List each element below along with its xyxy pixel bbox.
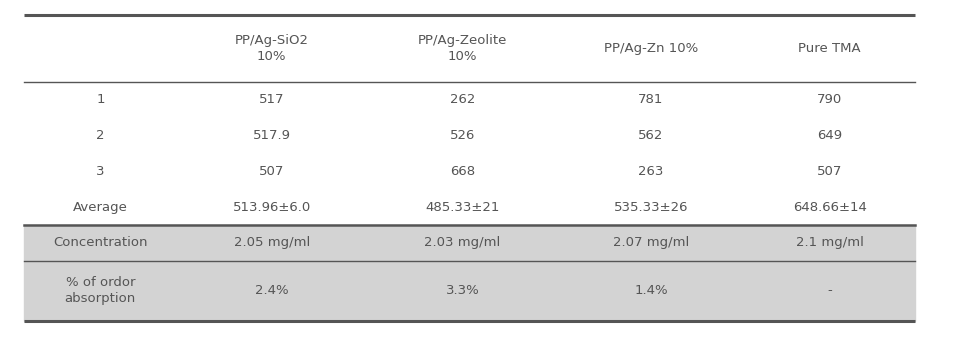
Text: 535.33±26: 535.33±26 [613,201,688,214]
Text: 2.4%: 2.4% [254,284,289,297]
Text: 648.66±14: 648.66±14 [792,201,866,214]
Text: -: - [826,284,831,297]
Text: 649: 649 [817,129,841,142]
Text: 790: 790 [817,93,841,106]
Text: 562: 562 [638,129,663,142]
Text: 485.33±21: 485.33±21 [425,201,499,214]
Text: 3.3%: 3.3% [445,284,479,297]
Text: PP/Ag-SiO2
10%: PP/Ag-SiO2 10% [235,34,308,63]
Text: 517: 517 [258,93,285,106]
Text: 1: 1 [96,93,105,106]
Text: 2.1 mg/ml: 2.1 mg/ml [795,236,863,250]
Text: 2: 2 [96,129,105,142]
Text: 513.96±6.0: 513.96±6.0 [233,201,310,214]
Text: PP/Ag-Zn 10%: PP/Ag-Zn 10% [603,42,697,55]
Text: 2.07 mg/ml: 2.07 mg/ml [612,236,689,250]
Text: 3: 3 [96,165,105,178]
Text: Pure TMA: Pure TMA [798,42,860,55]
Text: Average: Average [72,201,128,214]
Text: 517.9: 517.9 [252,129,290,142]
Text: 2.03 mg/ml: 2.03 mg/ml [424,236,500,250]
Text: 2.05 mg/ml: 2.05 mg/ml [234,236,309,250]
Text: Concentration: Concentration [53,236,148,250]
Text: 507: 507 [817,165,841,178]
Text: 507: 507 [259,165,284,178]
Text: 526: 526 [450,129,474,142]
Text: 668: 668 [450,165,474,178]
Text: 262: 262 [450,93,474,106]
Text: 781: 781 [638,93,663,106]
Text: 263: 263 [638,165,663,178]
Text: PP/Ag-Zeolite
10%: PP/Ag-Zeolite 10% [418,34,507,63]
Text: 1.4%: 1.4% [634,284,667,297]
Text: % of ordor
absorption: % of ordor absorption [65,276,136,305]
